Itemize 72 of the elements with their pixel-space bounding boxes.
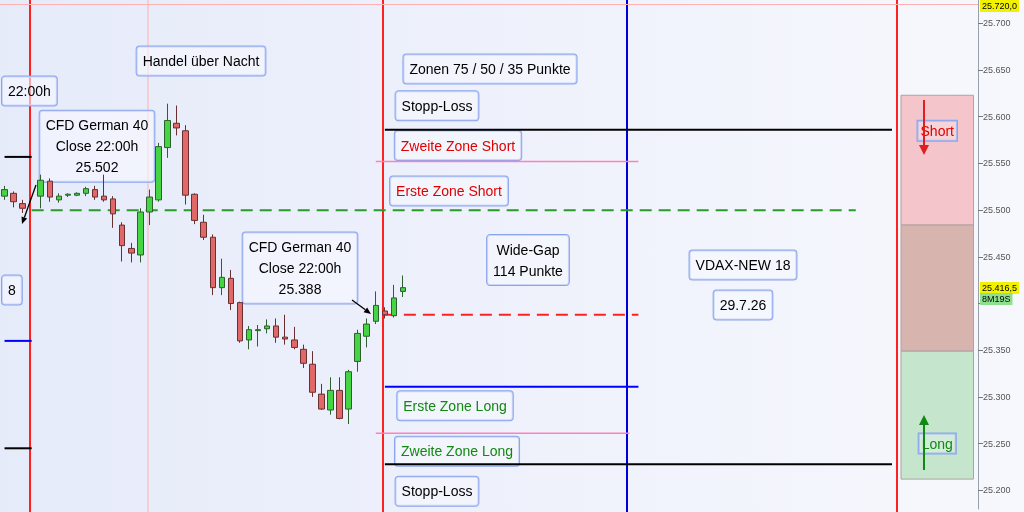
- candlestick: [37, 174, 44, 209]
- y-tick-label: 25.200: [983, 485, 1011, 496]
- candlestick: [137, 207, 144, 263]
- candlestick: [65, 192, 71, 198]
- candlestick: [119, 221, 125, 262]
- candlestick: [273, 317, 279, 344]
- candlestick: [373, 290, 379, 325]
- annotation: Wide-Gap 114 Punkte: [493, 241, 564, 279]
- y-tick-label: 25.600: [983, 111, 1011, 122]
- annotation: Erste Zone Short: [396, 183, 503, 199]
- candlestick: [110, 195, 116, 229]
- y-tick-label: 25.700: [983, 18, 1011, 29]
- candlestick: [47, 177, 53, 203]
- candlestick: [300, 344, 307, 369]
- candlestick: [92, 185, 98, 201]
- candlestick: [336, 376, 343, 420]
- candlestick: [282, 314, 288, 346]
- annotation: Zweite Zone Long: [400, 443, 514, 460]
- text: 25.720,0: [982, 1, 1018, 11]
- y-tick-label: 25.500: [983, 205, 1011, 216]
- candlestick: [228, 269, 234, 311]
- candlestick: [400, 275, 406, 298]
- candlestick: [146, 189, 153, 226]
- candlestick: [391, 284, 397, 319]
- annotation: Handel über Nacht: [142, 53, 260, 69]
- candlestick: [155, 142, 162, 203]
- candlestick: [345, 369, 352, 425]
- y-tick-label: 25.550: [983, 158, 1011, 169]
- candlestick: [191, 192, 198, 225]
- candlestick: [382, 306, 388, 319]
- candlestick: [200, 214, 207, 241]
- annotation: 29.7.26: [719, 297, 767, 313]
- y-tick-label: 25.250: [983, 438, 1011, 449]
- annotation: CFD German 40 Close 22:00h 25.388: [248, 239, 352, 297]
- y-tick-label: 25.650: [983, 65, 1011, 76]
- text: 8M19S: [982, 294, 1011, 304]
- candlestick: [83, 186, 89, 197]
- candlestick: [327, 376, 334, 416]
- annotation: 22:00h: [8, 83, 51, 99]
- candlestick: [101, 174, 107, 203]
- candlestick: [237, 301, 243, 344]
- candlestick: [1, 185, 8, 201]
- annotation: VDAX-NEW 18: [695, 257, 791, 273]
- candlestick: [74, 191, 80, 197]
- candlestick: [309, 350, 316, 398]
- candlestick: [19, 199, 26, 214]
- candlestick: [182, 124, 189, 206]
- annotation: Stopp-Loss: [401, 483, 473, 500]
- candlestick: [246, 325, 252, 350]
- candlestick: [173, 105, 180, 136]
- candlestick: [219, 258, 225, 296]
- annotation: 25.416,5: [982, 283, 1018, 294]
- candlestick: [318, 383, 325, 411]
- candlestick: [255, 324, 261, 347]
- annotation: CFD German 40 Close 22:00h 25.502: [45, 117, 149, 176]
- candlestick: [363, 317, 370, 348]
- candlestick: [10, 190, 17, 208]
- annotation: Zweite Zone Short: [400, 137, 516, 154]
- y-tick-label: 25.450: [983, 251, 1011, 262]
- candlestick: [354, 329, 361, 373]
- candlestick: [128, 242, 135, 263]
- candlestick: [164, 103, 171, 159]
- annotation: 8: [8, 282, 16, 298]
- annotation: Stopp-Loss: [401, 97, 473, 114]
- candlestick: [210, 233, 216, 296]
- candlestick: [291, 326, 298, 350]
- y-tick-label: 25.350: [983, 345, 1011, 356]
- y-tick-label: 25.300: [983, 391, 1011, 402]
- annotation: Erste Zone Long: [403, 397, 507, 414]
- candlestick: [264, 318, 270, 334]
- annotation: Zonen 75 / 50 / 35 Punkte: [409, 61, 571, 77]
- candlestick: [56, 192, 62, 204]
